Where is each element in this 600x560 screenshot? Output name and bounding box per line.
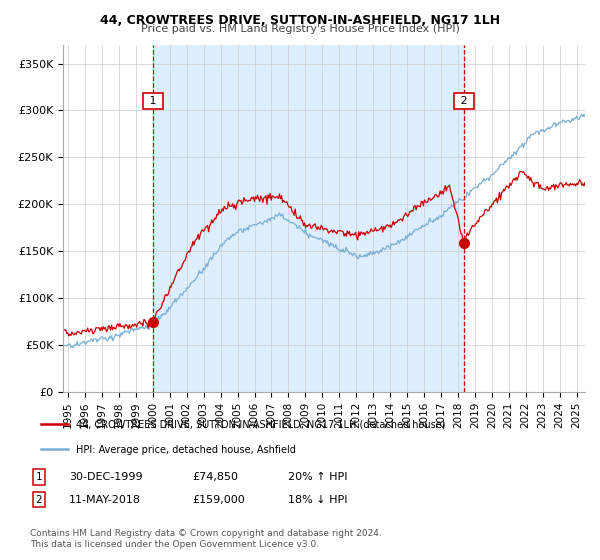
- Text: 11-MAY-2018: 11-MAY-2018: [69, 494, 141, 505]
- Text: Price paid vs. HM Land Registry's House Price Index (HPI): Price paid vs. HM Land Registry's House …: [140, 24, 460, 34]
- Text: 44, CROWTREES DRIVE, SUTTON-IN-ASHFIELD, NG17 1LH: 44, CROWTREES DRIVE, SUTTON-IN-ASHFIELD,…: [100, 14, 500, 27]
- Text: 44, CROWTREES DRIVE, SUTTON-IN-ASHFIELD, NG17 1LH (detached house): 44, CROWTREES DRIVE, SUTTON-IN-ASHFIELD,…: [76, 420, 445, 430]
- Text: HPI: Average price, detached house, Ashfield: HPI: Average price, detached house, Ashf…: [76, 445, 296, 455]
- Bar: [153, 45, 464, 392]
- Text: £159,000: £159,000: [192, 494, 245, 505]
- Text: 1: 1: [146, 96, 160, 106]
- Text: £74,850: £74,850: [192, 472, 238, 482]
- Text: 18% ↓ HPI: 18% ↓ HPI: [288, 494, 347, 505]
- Text: Contains HM Land Registry data © Crown copyright and database right 2024.
This d: Contains HM Land Registry data © Crown c…: [30, 529, 382, 549]
- Text: 2: 2: [35, 494, 43, 505]
- Text: 30-DEC-1999: 30-DEC-1999: [69, 472, 143, 482]
- Text: 20% ↑ HPI: 20% ↑ HPI: [288, 472, 347, 482]
- Text: 1: 1: [35, 472, 43, 482]
- Text: 2: 2: [457, 96, 471, 106]
